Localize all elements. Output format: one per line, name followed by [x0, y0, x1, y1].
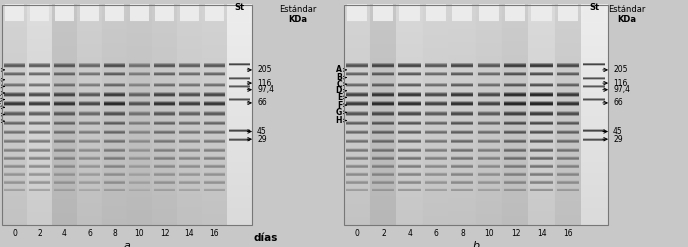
Text: b: b	[473, 241, 480, 247]
Text: 14: 14	[184, 229, 194, 238]
Text: 6: 6	[87, 229, 92, 238]
Text: KDa: KDa	[288, 15, 308, 24]
Text: 2: 2	[381, 229, 386, 238]
Text: 29: 29	[613, 135, 623, 144]
Text: a: a	[124, 241, 131, 247]
Text: 116: 116	[257, 79, 271, 88]
Text: 2: 2	[37, 229, 42, 238]
Text: 45: 45	[257, 127, 267, 136]
Text: KDa: KDa	[618, 15, 636, 24]
Text: 16: 16	[563, 229, 573, 238]
Text: 4: 4	[407, 229, 412, 238]
Text: días: días	[254, 233, 279, 243]
Text: 66: 66	[257, 98, 267, 107]
Text: 66: 66	[613, 98, 623, 107]
Text: D: D	[336, 86, 342, 95]
Text: B: B	[336, 73, 342, 82]
Text: 0: 0	[12, 229, 17, 238]
Text: Estándar: Estándar	[279, 5, 316, 14]
Text: 45: 45	[613, 127, 623, 136]
Text: Estándar: Estándar	[608, 5, 645, 14]
Text: 16: 16	[210, 229, 219, 238]
Text: C: C	[336, 80, 342, 89]
Bar	[344, 5, 608, 225]
Text: 10: 10	[484, 229, 494, 238]
Text: F: F	[336, 101, 342, 110]
Text: A: A	[336, 65, 342, 74]
Text: St: St	[235, 3, 244, 12]
Text: 8: 8	[460, 229, 465, 238]
Text: 10: 10	[135, 229, 144, 238]
Text: 8: 8	[112, 229, 117, 238]
Text: 12: 12	[511, 229, 520, 238]
Text: 116: 116	[613, 79, 627, 88]
Text: 97,4: 97,4	[613, 85, 630, 94]
Text: 12: 12	[160, 229, 169, 238]
Text: St: St	[590, 3, 600, 12]
Text: 29: 29	[257, 135, 267, 144]
Text: 4: 4	[62, 229, 67, 238]
Text: 0: 0	[355, 229, 360, 238]
Text: 205: 205	[257, 65, 272, 74]
Text: H: H	[336, 116, 342, 125]
Text: 6: 6	[434, 229, 439, 238]
Bar	[2, 5, 252, 225]
Text: 97,4: 97,4	[257, 85, 274, 94]
Text: 205: 205	[613, 65, 627, 74]
Text: G: G	[336, 108, 342, 117]
Text: 14: 14	[537, 229, 547, 238]
Text: E: E	[336, 93, 342, 102]
